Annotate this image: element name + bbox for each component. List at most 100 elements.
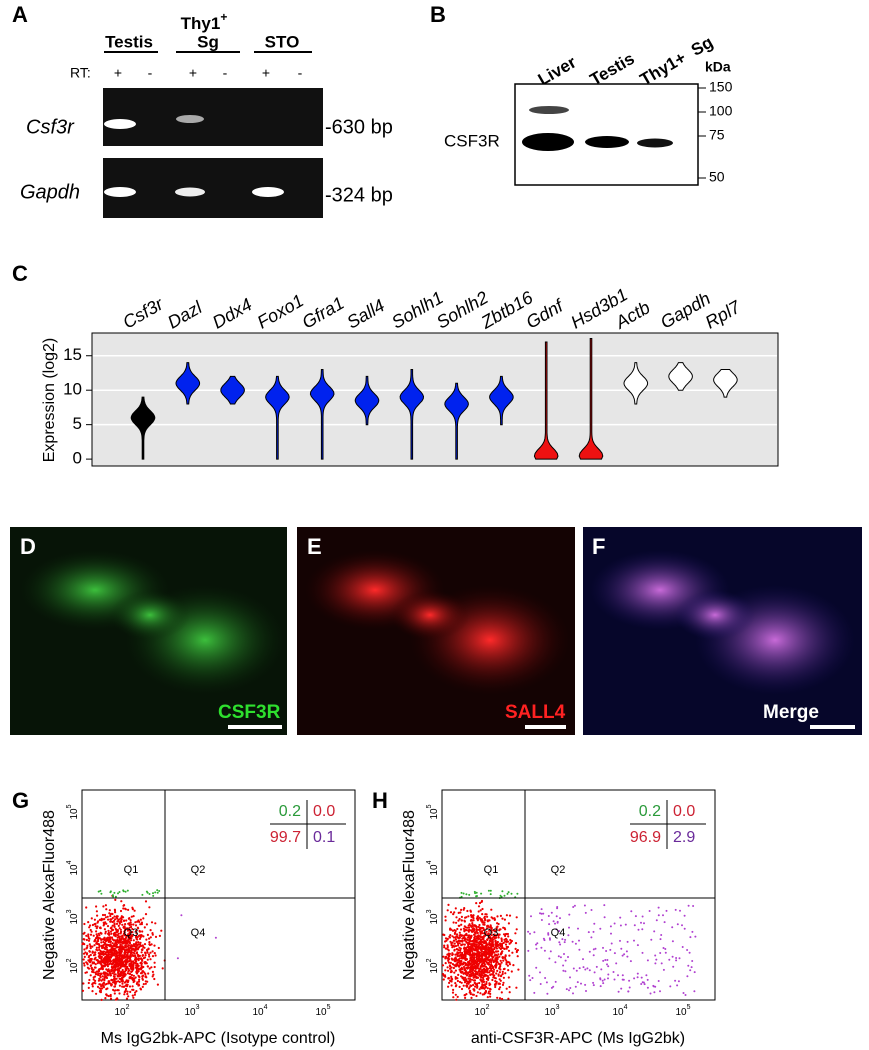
event-dot (669, 985, 672, 988)
event-dot (459, 928, 463, 931)
event-dot (510, 970, 513, 973)
event-dot (88, 943, 91, 946)
event-dot (486, 925, 490, 928)
band (175, 187, 205, 197)
event-dot (135, 982, 138, 986)
event-dot (505, 959, 508, 962)
event-dot (559, 917, 561, 920)
event-dot (660, 962, 663, 965)
event-dot (486, 933, 489, 936)
panel-label: G (12, 788, 29, 813)
event-dot (465, 993, 468, 996)
event-dot (460, 981, 463, 984)
event-dot (127, 929, 130, 932)
event-dot (509, 938, 512, 942)
event-dot (125, 997, 129, 1000)
event-dot (675, 959, 678, 962)
event-dot (507, 969, 510, 972)
event-dot (671, 926, 674, 929)
event-dot (104, 930, 107, 933)
superscript: + (220, 10, 227, 24)
event-dot (115, 977, 118, 980)
event-dot (457, 939, 460, 943)
event-dot (592, 984, 595, 987)
event-dot (494, 940, 497, 943)
event-dot (112, 981, 115, 984)
event-dot (153, 961, 156, 964)
event-dot (111, 920, 114, 924)
event-dot (103, 921, 106, 925)
event-dot (464, 976, 467, 979)
event-dot (527, 930, 530, 933)
event-dot (476, 945, 479, 948)
event-dot (101, 913, 105, 917)
event-dot (149, 936, 152, 939)
gene-label: Csf3r (26, 116, 75, 138)
event-dot (106, 925, 110, 928)
event-dot (98, 934, 101, 937)
event-dot (554, 980, 557, 983)
event-dot (106, 915, 109, 918)
quadrant-percent: 2.9 (673, 829, 695, 846)
event-dot (95, 905, 98, 908)
event-dot (505, 940, 509, 943)
event-dot (645, 974, 648, 977)
event-dot (124, 980, 127, 983)
event-dot (555, 928, 558, 931)
event-dot (601, 979, 604, 982)
event-dot (471, 954, 474, 958)
event-dot (130, 973, 133, 977)
event-dot (475, 994, 478, 998)
event-dot (496, 941, 499, 944)
x-tick-label: 103 (544, 1004, 559, 1018)
event-dot (508, 985, 511, 989)
event-dot (118, 980, 121, 984)
event-dot (470, 944, 473, 947)
event-dot (83, 922, 86, 926)
event-dot (453, 911, 456, 914)
event-dot (604, 959, 607, 961)
event-dot (487, 976, 490, 980)
event-dot (128, 922, 131, 925)
event-dot (599, 927, 602, 930)
event-dot (468, 979, 471, 982)
event-dot (121, 942, 124, 945)
event-dot (141, 977, 144, 980)
event-dot (454, 944, 458, 948)
event-dot (107, 918, 110, 921)
event-dot (131, 927, 134, 931)
event-dot (676, 984, 679, 987)
event-dot (689, 936, 692, 939)
event-dot (136, 926, 139, 929)
event-dot (141, 970, 144, 973)
event-dot (640, 983, 643, 985)
event-dot (132, 980, 135, 984)
event-dot (637, 928, 640, 931)
event-dot (125, 948, 128, 951)
event-dot (473, 953, 476, 956)
event-dot (643, 983, 646, 986)
event-dot (490, 947, 493, 950)
y-tick-label: 104 (66, 860, 80, 875)
event-dot (443, 974, 447, 977)
event-dot (130, 925, 133, 929)
event-dot (151, 932, 154, 935)
event-dot (118, 927, 121, 930)
event-dot (479, 986, 482, 989)
event-dot (465, 916, 468, 919)
event-dot (139, 918, 142, 921)
event-dot (468, 950, 471, 953)
event-dot (619, 916, 622, 919)
event-dot (125, 962, 128, 965)
event-dot (95, 927, 98, 930)
event-dot (444, 957, 447, 960)
x-tick-label: 102 (114, 1004, 129, 1018)
event-dot (146, 951, 149, 954)
event-dot (487, 948, 490, 951)
event-dot (489, 893, 492, 896)
event-dot (488, 935, 491, 938)
tick-base: 10 (114, 1007, 126, 1018)
event-dot (474, 940, 477, 944)
event-dot (113, 891, 116, 894)
event-dot (641, 915, 644, 918)
